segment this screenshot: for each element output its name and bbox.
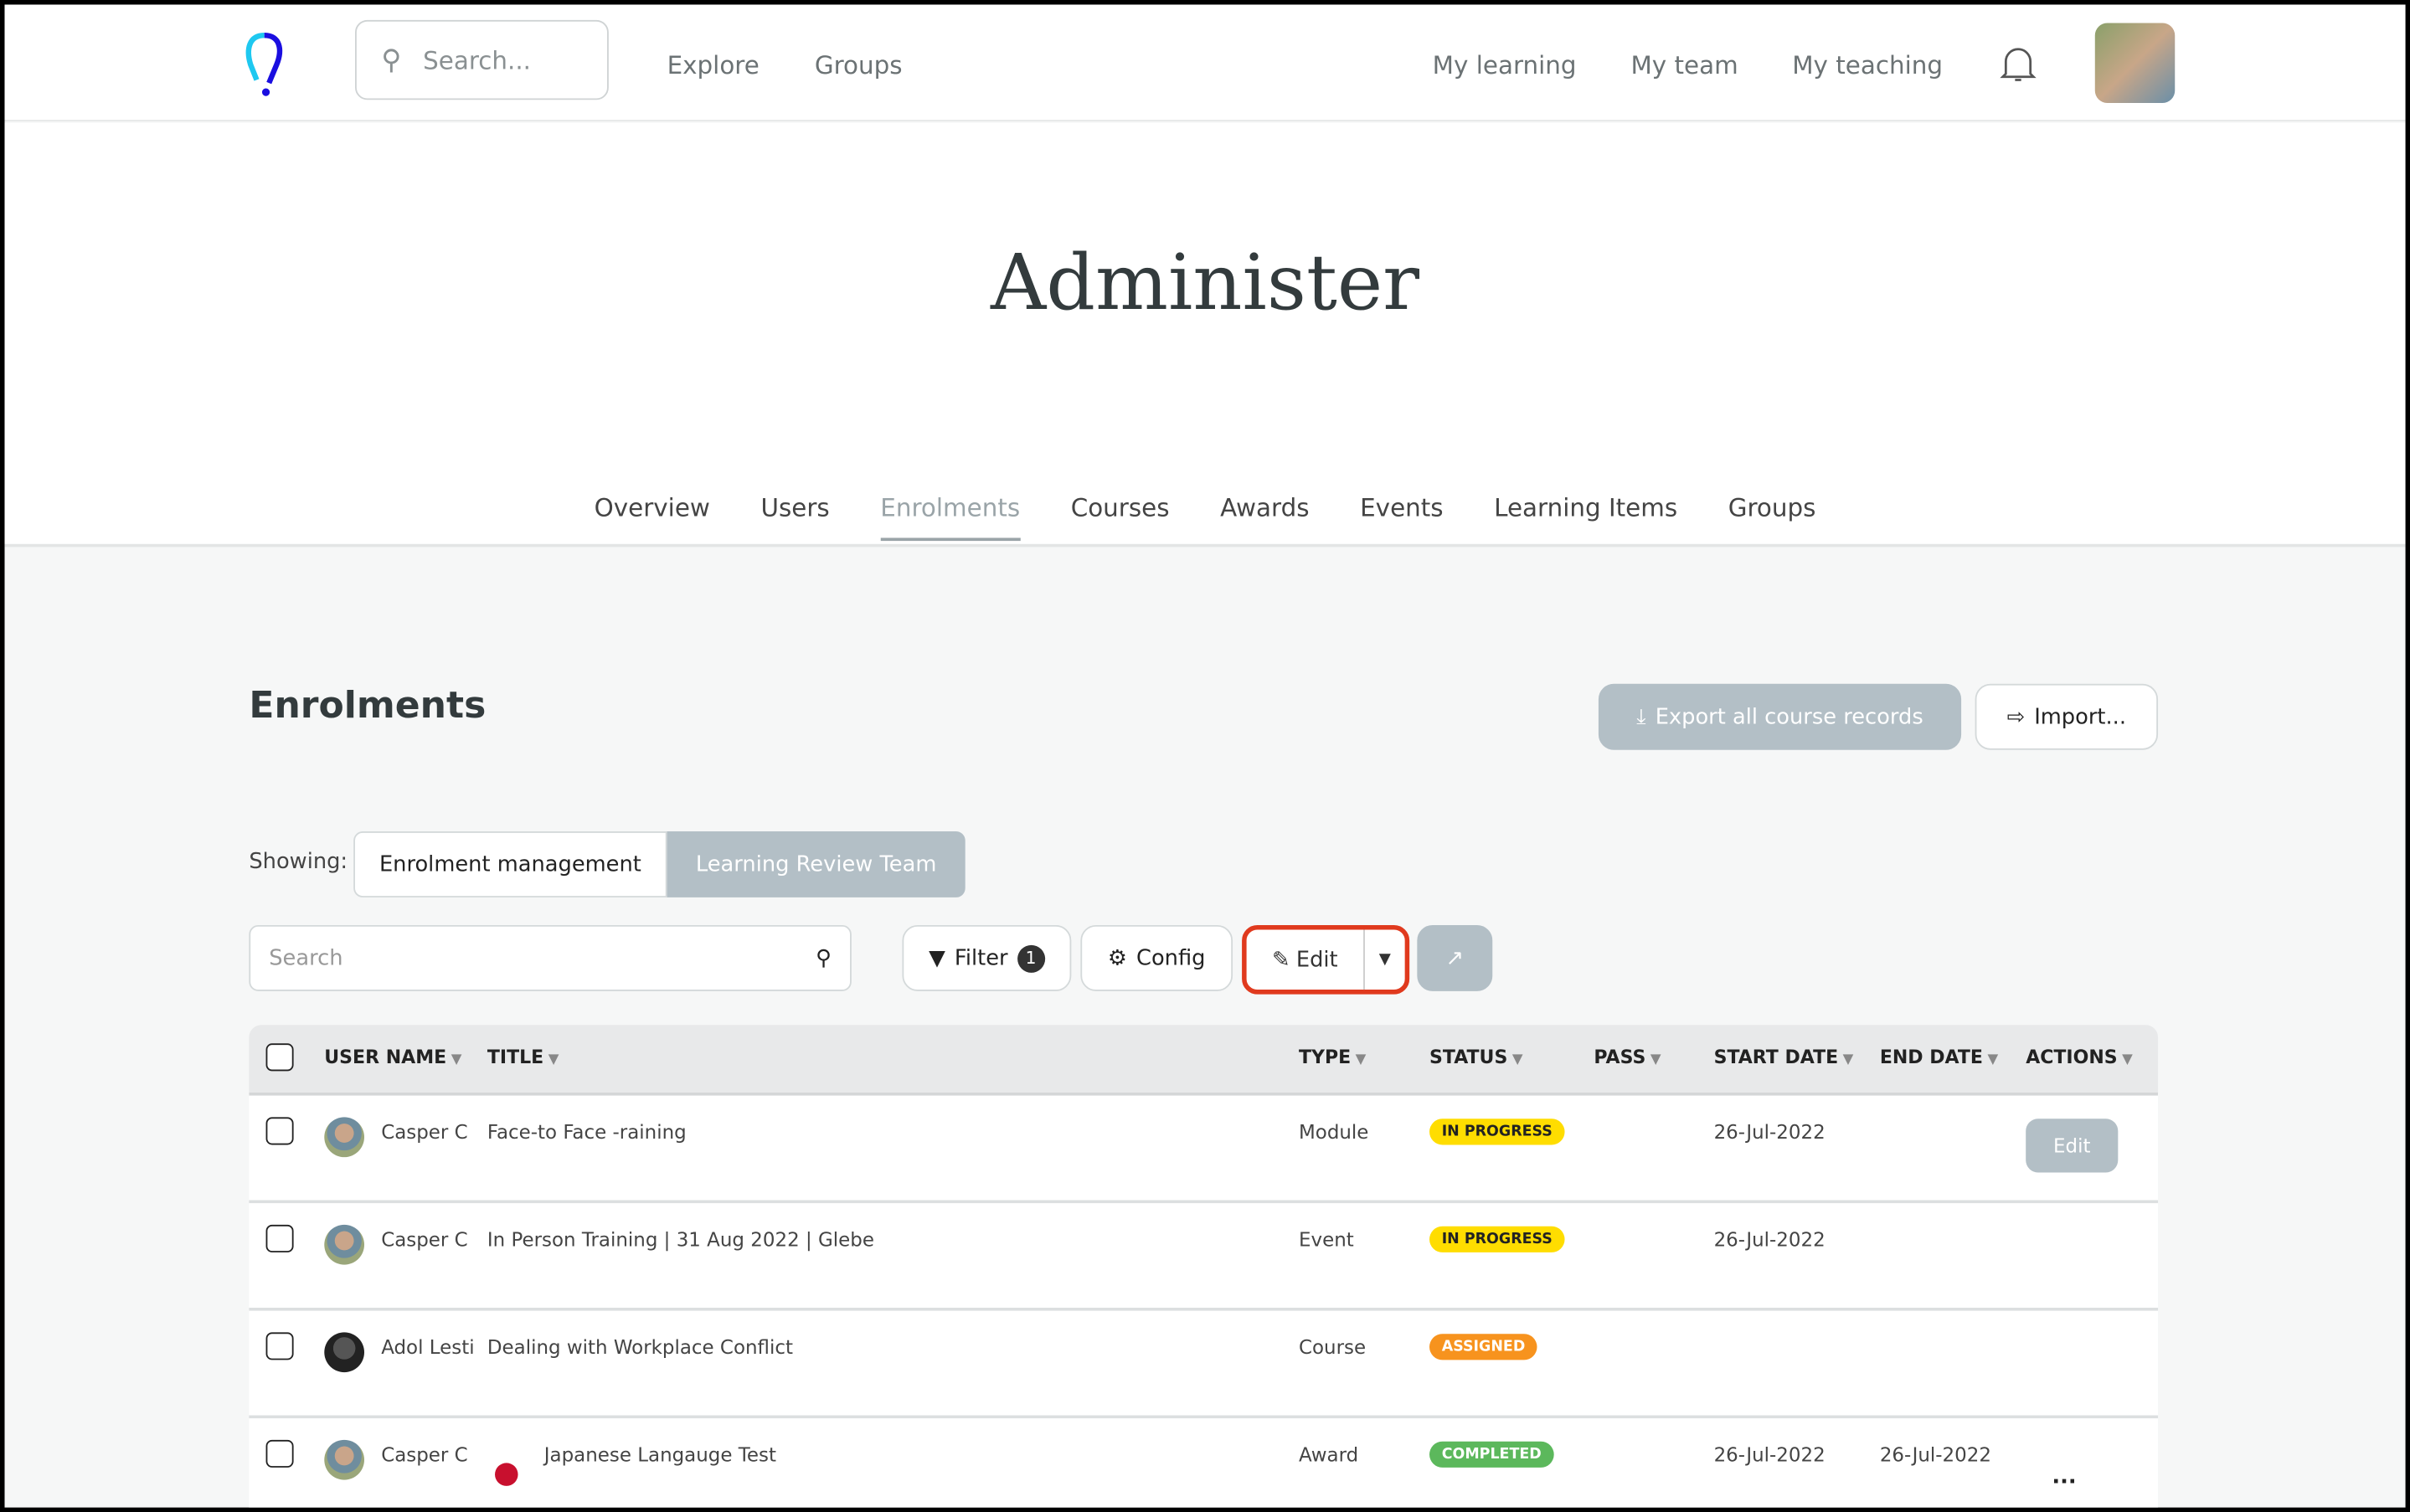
filter-icon: ▼ bbox=[929, 945, 945, 971]
award-badge-icon bbox=[495, 1463, 518, 1486]
import-button[interactable]: ⇨ Import... bbox=[1975, 683, 2159, 750]
column-header[interactable]: TYPE ▼ bbox=[1298, 1046, 1367, 1068]
open-external-button[interactable]: ↗ bbox=[1417, 924, 1493, 991]
sort-caret-icon: ▼ bbox=[548, 1052, 559, 1068]
sort-caret-icon: ▼ bbox=[1650, 1052, 1661, 1068]
user-avatar bbox=[324, 1117, 365, 1158]
user-avatar[interactable] bbox=[2094, 23, 2176, 103]
hero bbox=[4, 122, 2406, 548]
tab-courses[interactable]: Courses bbox=[1070, 493, 1170, 523]
start-date: 26-Jul-2022 bbox=[1713, 1227, 1826, 1252]
page-title: Administer bbox=[991, 238, 1420, 327]
external-link-icon: ↗ bbox=[1445, 945, 1465, 971]
import-icon: ⇨ bbox=[2006, 704, 2026, 729]
nav-my-team[interactable]: My team bbox=[1630, 50, 1738, 80]
sort-caret-icon: ▼ bbox=[1987, 1052, 1999, 1068]
view-learning-review-team[interactable]: Learning Review Team bbox=[667, 831, 966, 897]
enrolment-type: Award bbox=[1298, 1443, 1359, 1467]
row-checkbox[interactable] bbox=[265, 1439, 294, 1468]
sort-caret-icon: ▼ bbox=[2122, 1052, 2133, 1068]
tab-overview[interactable]: Overview bbox=[594, 493, 710, 523]
tab-groups[interactable]: Groups bbox=[1728, 493, 1816, 523]
sort-caret-icon: ▼ bbox=[451, 1052, 462, 1068]
user-avatar bbox=[324, 1224, 365, 1265]
edit-split-button: ✎ Edit ▼ bbox=[1242, 924, 1410, 995]
sort-caret-icon: ▼ bbox=[1842, 1052, 1854, 1068]
edit-button[interactable]: ✎ Edit bbox=[1247, 929, 1365, 990]
select-all-checkbox[interactable] bbox=[265, 1043, 294, 1072]
tab-enrolments[interactable]: Enrolments bbox=[880, 493, 1021, 542]
nav-explore[interactable]: Explore bbox=[667, 50, 760, 80]
user-avatar bbox=[324, 1332, 365, 1373]
column-header[interactable]: START DATE ▼ bbox=[1713, 1046, 1854, 1068]
bell-icon[interactable] bbox=[2000, 44, 2037, 85]
user-name[interactable]: Casper C bbox=[381, 1227, 468, 1252]
nav-my-teaching[interactable]: My teaching bbox=[1792, 50, 1944, 80]
start-date: 26-Jul-2022 bbox=[1713, 1120, 1826, 1144]
user-name[interactable]: Casper C bbox=[381, 1443, 468, 1467]
sort-caret-icon: ▼ bbox=[1355, 1052, 1367, 1068]
download-icon: ⤓ bbox=[1636, 704, 1646, 729]
enrolment-type: Event bbox=[1298, 1227, 1354, 1252]
column-header[interactable]: USER NAME ▼ bbox=[324, 1046, 462, 1068]
logo-icon[interactable] bbox=[243, 31, 286, 99]
section-title: Enrolments bbox=[249, 683, 487, 728]
table-row bbox=[249, 1418, 2159, 1508]
enrolment-title[interactable]: Japanese Langauge Test bbox=[543, 1443, 776, 1467]
table-row bbox=[249, 1203, 2159, 1311]
admin-tabs: Overview Users Enrolments Courses Awards… bbox=[5, 493, 2406, 542]
config-button[interactable]: ⚙ Config bbox=[1080, 924, 1233, 991]
status-badge: IN PROGRESS bbox=[1429, 1226, 1565, 1252]
nav-my-learning[interactable]: My learning bbox=[1432, 50, 1577, 80]
column-header[interactable]: TITLE ▼ bbox=[487, 1046, 559, 1068]
user-name[interactable]: Casper C bbox=[381, 1120, 468, 1144]
user-avatar bbox=[324, 1439, 365, 1480]
table-search-input[interactable]: Search ⚲ bbox=[249, 924, 852, 991]
enrolment-title[interactable]: In Person Training | 31 Aug 2022 | Glebe bbox=[487, 1227, 874, 1252]
sort-caret-icon: ▼ bbox=[1511, 1052, 1523, 1068]
top-header: ⚲ Search... Explore Groups My learning My… bbox=[4, 4, 2406, 122]
status-badge: IN PROGRESS bbox=[1429, 1119, 1565, 1145]
global-search-input[interactable]: ⚲ Search... bbox=[355, 19, 609, 100]
tab-events[interactable]: Events bbox=[1360, 493, 1444, 523]
enrolment-title[interactable]: Dealing with Workplace Conflict bbox=[487, 1335, 793, 1359]
tab-awards[interactable]: Awards bbox=[1220, 493, 1310, 523]
row-more-actions-icon[interactable]: ... bbox=[2052, 1464, 2077, 1489]
caret-down-icon: ▼ bbox=[1378, 951, 1391, 969]
column-header[interactable]: ACTIONS ▼ bbox=[2026, 1046, 2133, 1068]
pencil-icon: ✎ bbox=[1271, 947, 1290, 972]
showing-label: Showing: bbox=[249, 850, 348, 875]
table-row bbox=[249, 1095, 2159, 1204]
row-checkbox[interactable] bbox=[265, 1117, 294, 1145]
table-header bbox=[249, 1025, 2159, 1096]
filter-count-badge: 1 bbox=[1017, 944, 1045, 972]
column-header[interactable]: END DATE ▼ bbox=[1879, 1046, 1999, 1068]
column-header[interactable]: STATUS ▼ bbox=[1429, 1046, 1523, 1068]
search-icon: ⚲ bbox=[381, 44, 402, 76]
row-checkbox[interactable] bbox=[265, 1332, 294, 1360]
edit-dropdown-button[interactable]: ▼ bbox=[1365, 929, 1405, 990]
status-badge: COMPLETED bbox=[1429, 1441, 1554, 1468]
row-checkbox[interactable] bbox=[265, 1224, 294, 1252]
nav-groups[interactable]: Groups bbox=[814, 50, 903, 80]
start-date: 26-Jul-2022 bbox=[1713, 1443, 1826, 1467]
column-header[interactable]: PASS ▼ bbox=[1594, 1046, 1661, 1068]
enrolment-title[interactable]: Face-to Face -raining bbox=[487, 1120, 687, 1144]
tab-users[interactable]: Users bbox=[760, 493, 830, 523]
enrolment-type: Module bbox=[1298, 1120, 1369, 1144]
enrolment-type: Course bbox=[1298, 1335, 1367, 1359]
end-date: 26-Jul-2022 bbox=[1879, 1443, 1991, 1467]
export-button[interactable]: ⤓ Export all course records bbox=[1598, 683, 1962, 750]
search-icon: ⚲ bbox=[816, 945, 832, 971]
status-badge: ASSIGNED bbox=[1429, 1334, 1538, 1360]
user-name[interactable]: Adol Lesti bbox=[381, 1335, 474, 1359]
row-edit-button[interactable]: Edit bbox=[2026, 1119, 2119, 1173]
table-row bbox=[249, 1310, 2159, 1419]
tab-learning-items[interactable]: Learning Items bbox=[1494, 493, 1678, 523]
gear-icon: ⚙ bbox=[1107, 945, 1127, 971]
filter-button[interactable]: ▼ Filter 1 bbox=[902, 924, 1072, 991]
view-enrolment-management[interactable]: Enrolment management bbox=[353, 831, 667, 897]
